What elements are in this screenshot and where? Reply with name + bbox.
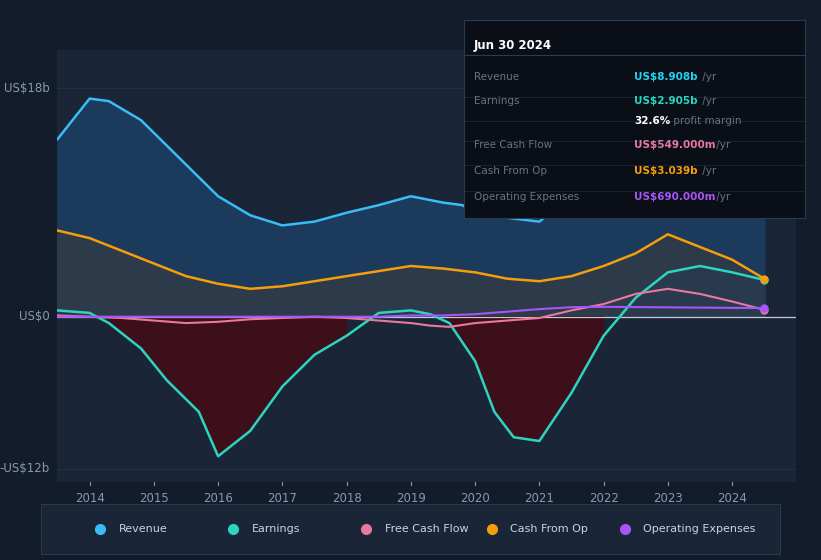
Text: US$3.039b: US$3.039b <box>635 166 698 176</box>
Text: 32.6%: 32.6% <box>635 116 671 126</box>
Text: profit margin: profit margin <box>670 116 741 126</box>
Text: Operating Expenses: Operating Expenses <box>474 192 580 202</box>
Text: Earnings: Earnings <box>252 524 300 534</box>
Text: 2019: 2019 <box>396 492 426 505</box>
Text: 2021: 2021 <box>525 492 554 505</box>
Text: Cash From Op: Cash From Op <box>511 524 588 534</box>
Text: 2014: 2014 <box>75 492 104 505</box>
Text: Cash From Op: Cash From Op <box>474 166 547 176</box>
Text: -US$12b: -US$12b <box>0 463 50 475</box>
Text: US$18b: US$18b <box>4 82 50 95</box>
Text: 2017: 2017 <box>268 492 297 505</box>
Text: US$549.000m: US$549.000m <box>635 140 716 150</box>
Text: /yr: /yr <box>713 140 730 150</box>
Text: Free Cash Flow: Free Cash Flow <box>385 524 468 534</box>
Text: 2024: 2024 <box>718 492 747 505</box>
Text: 2022: 2022 <box>589 492 618 505</box>
Text: Jun 30 2024: Jun 30 2024 <box>474 39 553 53</box>
Text: /yr: /yr <box>699 72 716 82</box>
Text: 2023: 2023 <box>653 492 683 505</box>
Text: Revenue: Revenue <box>474 72 519 82</box>
Text: Free Cash Flow: Free Cash Flow <box>474 140 553 150</box>
Text: US$0: US$0 <box>20 310 50 323</box>
Text: 2018: 2018 <box>332 492 361 505</box>
Text: Revenue: Revenue <box>119 524 167 534</box>
Text: 2016: 2016 <box>203 492 233 505</box>
Text: /yr: /yr <box>699 96 716 106</box>
Text: US$2.905b: US$2.905b <box>635 96 698 106</box>
Text: /yr: /yr <box>713 192 730 202</box>
Text: US$690.000m: US$690.000m <box>635 192 716 202</box>
Text: /yr: /yr <box>699 166 716 176</box>
Text: 2020: 2020 <box>461 492 490 505</box>
Text: Earnings: Earnings <box>474 96 520 106</box>
Text: 2015: 2015 <box>139 492 169 505</box>
Text: Operating Expenses: Operating Expenses <box>644 524 755 534</box>
Text: US$8.908b: US$8.908b <box>635 72 698 82</box>
